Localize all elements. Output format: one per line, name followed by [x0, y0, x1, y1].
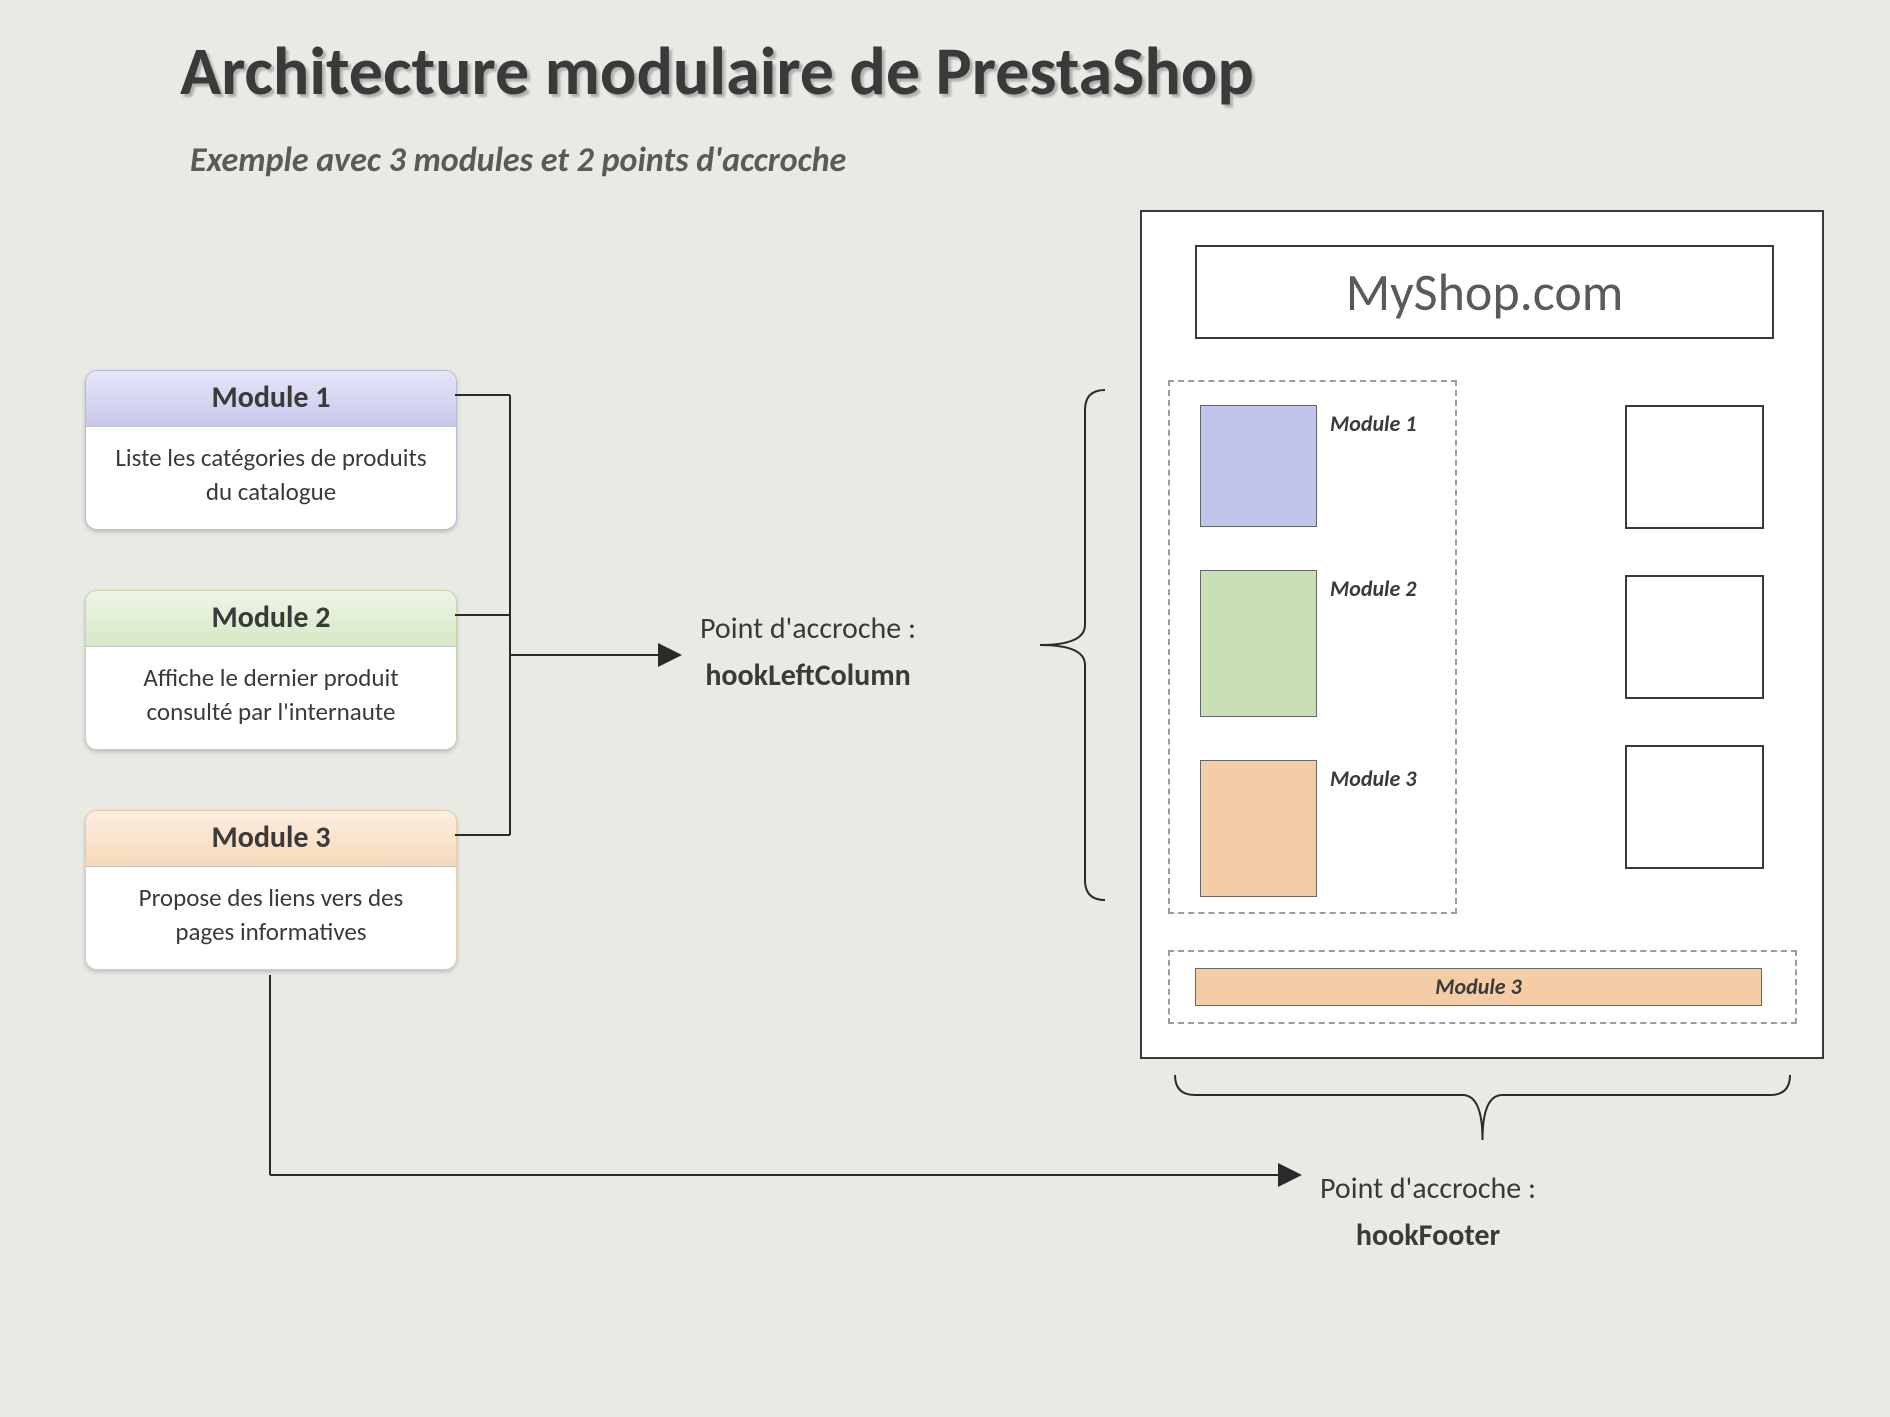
site-tile-module-2 — [1200, 570, 1317, 717]
hook-footer-label: Point d'accroche : hookFooter — [1320, 1170, 1536, 1254]
site-footer-bar-label: Module 3 — [1435, 973, 1521, 1000]
site-tile-module-3-label: Module 3 — [1330, 765, 1416, 792]
hook-footer-pretext: Point d'accroche : — [1320, 1170, 1536, 1207]
module-card-3-title: Module 3 — [86, 811, 456, 867]
site-footer-bar: Module 3 — [1195, 968, 1762, 1006]
hook-left-column-label: Point d'accroche : hookLeftColumn — [700, 610, 916, 694]
module-card-1-title: Module 1 — [86, 371, 456, 427]
module-card-2-desc: Affiche le dernier produit consulté par … — [86, 647, 456, 749]
module-card-2-title: Module 2 — [86, 591, 456, 647]
module-card-2: Module 2 Affiche le dernier produit cons… — [85, 590, 457, 750]
page-subtitle: Exemple avec 3 modules et 2 points d'acc… — [190, 140, 846, 181]
site-right-tile-3 — [1625, 745, 1764, 869]
module-card-3-desc: Propose des liens vers des pages informa… — [86, 867, 456, 969]
site-tile-module-1-label: Module 1 — [1330, 410, 1416, 437]
hook-left-name: hookLeftColumn — [700, 657, 916, 694]
hook-footer-name: hookFooter — [1320, 1217, 1536, 1254]
site-tile-module-3 — [1200, 760, 1317, 897]
site-title-text: MyShop.com — [1346, 260, 1624, 324]
hook-left-pretext: Point d'accroche : — [700, 610, 916, 647]
site-right-tile-1 — [1625, 405, 1764, 529]
site-title-box: MyShop.com — [1195, 245, 1774, 339]
page-title: Architecture modulaire de PrestaShop — [180, 30, 1254, 113]
module-card-1-desc: Liste les catégories de produits du cata… — [86, 427, 456, 529]
site-tile-module-1 — [1200, 405, 1317, 527]
module-card-3: Module 3 Propose des liens vers des page… — [85, 810, 457, 970]
module-card-1: Module 1 Liste les catégories de produit… — [85, 370, 457, 530]
diagram-canvas: Architecture modulaire de PrestaShop Exe… — [0, 0, 1890, 1417]
site-tile-module-2-label: Module 2 — [1330, 575, 1416, 602]
site-right-tile-2 — [1625, 575, 1764, 699]
